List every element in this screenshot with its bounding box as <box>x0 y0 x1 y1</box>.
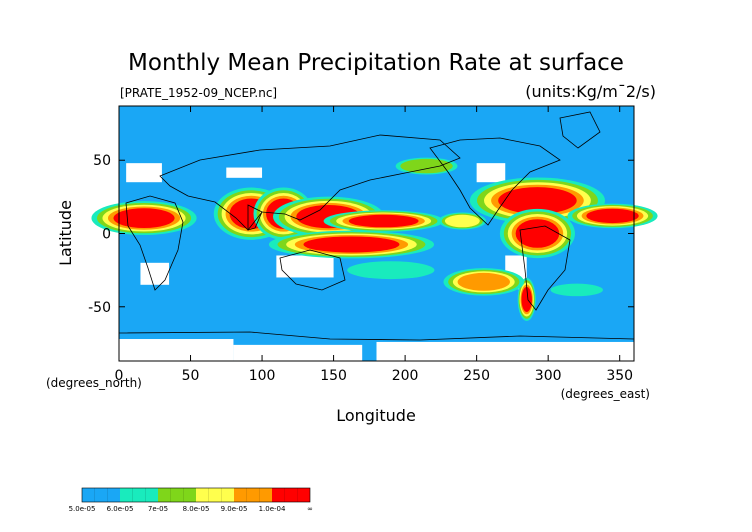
y-axis-ticks: 50 0 -50 <box>88 153 634 316</box>
coastline-north-america <box>429 137 561 226</box>
coastline-india <box>247 204 263 231</box>
coastline-antarctica <box>118 331 635 341</box>
units-label: (units:Kg/m¯2/s) <box>525 82 656 101</box>
precip-region <box>355 262 427 278</box>
colorbar-label: ∞ <box>307 505 313 513</box>
y-tick-label: 50 <box>93 153 111 169</box>
coastline-australia <box>279 249 346 291</box>
precip-region <box>462 274 506 290</box>
precip-region <box>405 160 449 172</box>
precip-region <box>312 237 391 252</box>
coastline-africa <box>125 195 184 291</box>
x-tick-label: 100 <box>249 368 276 384</box>
colorbar-swatch <box>234 488 272 502</box>
colorbar-swatch <box>82 488 120 502</box>
coastline-eurasia <box>159 134 461 231</box>
precip-region <box>555 284 599 296</box>
precip-region <box>505 189 570 212</box>
missing-data-region <box>140 262 170 285</box>
precip-region <box>448 215 477 227</box>
colorbar: 5.0e-05 6.0e-05 7e-05 8.0e-05 9.0e-05 1.0e-04… <box>69 487 313 513</box>
y-tick-label: 0 <box>102 227 111 243</box>
x-tick-label: 300 <box>535 368 562 384</box>
colorbar-label: 1.0e-04 <box>259 505 286 513</box>
colorbar-swatch <box>158 488 196 502</box>
y-unit-label: (degrees_north) <box>46 376 142 390</box>
x-unit-label: (degrees_east) <box>561 387 650 401</box>
x-tick-label: 350 <box>606 368 633 384</box>
colorbar-label: 6.0e-05 <box>107 505 134 513</box>
coastline-south-america <box>519 225 571 311</box>
missing-data-region <box>226 167 263 178</box>
missing-data-region <box>126 163 162 183</box>
colorbar-swatch <box>272 488 310 502</box>
missing-data-region <box>376 341 634 361</box>
y-axis-label: Latitude <box>56 200 75 266</box>
precip-region-layer <box>91 157 658 321</box>
x-tick-label: 150 <box>320 368 347 384</box>
chart-title: Monthly Mean Precipitation Rate at surfa… <box>128 50 624 76</box>
y-tick-label: -50 <box>88 300 111 316</box>
colorbar-swatch <box>120 488 158 502</box>
coastlines <box>118 111 635 341</box>
precip-region <box>355 215 413 227</box>
colorbar-label: 9.0e-05 <box>221 505 248 513</box>
colorbar-swatch <box>196 488 234 502</box>
precip-region <box>591 210 635 222</box>
missing-data-region <box>233 344 363 361</box>
precip-region <box>522 289 531 310</box>
x-tick-label: 200 <box>392 368 419 384</box>
colorbar-label: 8.0e-05 <box>183 505 210 513</box>
missing-data-region <box>276 255 334 278</box>
missing-data-region <box>476 163 506 183</box>
x-tick-label: 250 <box>463 368 490 384</box>
colorbar-label: 7e-05 <box>148 505 168 513</box>
coastline-greenland <box>559 111 601 149</box>
plot-area <box>91 105 658 362</box>
colorbar-label: 5.0e-05 <box>69 505 96 513</box>
x-axis-label: Longitude <box>336 406 416 425</box>
colorbar-frame <box>81 487 311 503</box>
chart-subtitle: [PRATE_1952-09_NCEP.nc] <box>120 86 277 100</box>
precip-region <box>119 210 170 227</box>
x-tick-label: 50 <box>182 368 200 384</box>
x-axis-ticks: 0 50 100 150 200 250 300 350 <box>115 106 633 384</box>
missing-data-region <box>119 339 234 361</box>
x-tick-label: 0 <box>115 368 124 384</box>
precip-region <box>519 221 556 246</box>
